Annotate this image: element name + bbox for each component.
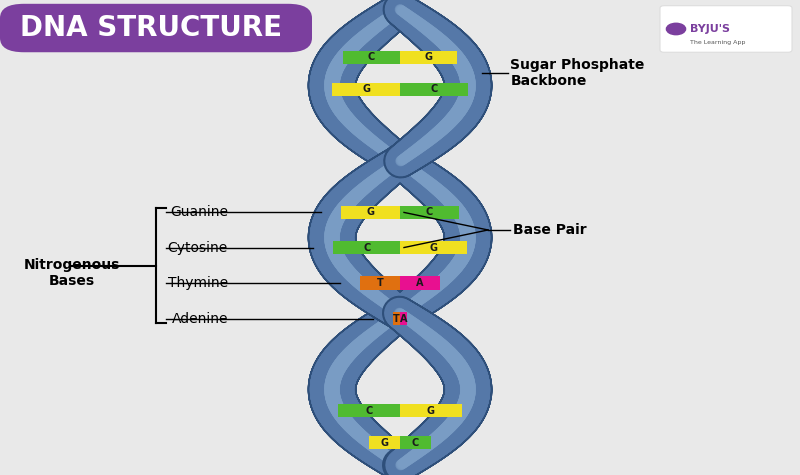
Bar: [338, 404, 400, 418]
Bar: [332, 83, 400, 96]
Text: T: T: [377, 278, 383, 288]
Bar: [400, 404, 462, 418]
Bar: [369, 436, 400, 449]
Text: T: T: [393, 314, 400, 323]
Text: A: A: [416, 278, 424, 288]
Bar: [400, 241, 466, 254]
Bar: [400, 276, 440, 290]
Text: C: C: [430, 84, 438, 95]
Bar: [400, 436, 431, 449]
Text: C: C: [366, 406, 373, 416]
Text: G: G: [381, 437, 389, 448]
Text: C: C: [412, 437, 419, 448]
Text: C: C: [426, 208, 433, 218]
Text: Thymine: Thymine: [168, 276, 228, 290]
Circle shape: [666, 23, 686, 35]
Bar: [393, 312, 400, 325]
Text: G: G: [425, 52, 433, 62]
Bar: [334, 241, 400, 254]
Bar: [400, 312, 407, 325]
Bar: [400, 51, 457, 64]
Text: Nitrogenous
Bases: Nitrogenous Bases: [24, 258, 120, 288]
Text: G: G: [430, 243, 438, 253]
Text: Adenine: Adenine: [171, 312, 228, 326]
Bar: [400, 206, 459, 219]
Bar: [400, 83, 468, 96]
Text: Base Pair: Base Pair: [513, 223, 586, 237]
Text: C: C: [368, 52, 375, 62]
Text: G: G: [366, 208, 374, 218]
Text: BYJU'S: BYJU'S: [690, 24, 730, 34]
Text: C: C: [363, 243, 370, 253]
Text: G: G: [426, 406, 434, 416]
Text: G: G: [362, 84, 370, 95]
Text: Sugar Phosphate
Backbone: Sugar Phosphate Backbone: [510, 58, 645, 88]
FancyBboxPatch shape: [0, 4, 312, 52]
Text: DNA STRUCTURE: DNA STRUCTURE: [20, 14, 282, 42]
Text: Guanine: Guanine: [170, 205, 228, 219]
Text: The Learning App: The Learning App: [690, 40, 745, 45]
Bar: [343, 51, 400, 64]
Bar: [341, 206, 400, 219]
Text: Cytosine: Cytosine: [168, 240, 228, 255]
Bar: [360, 276, 400, 290]
FancyBboxPatch shape: [660, 6, 792, 52]
Text: A: A: [400, 314, 407, 323]
